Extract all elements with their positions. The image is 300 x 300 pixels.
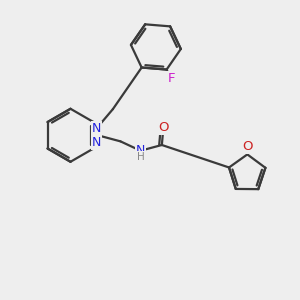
Text: N: N (136, 144, 145, 157)
Text: N: N (92, 136, 101, 149)
Text: N: N (92, 122, 101, 135)
Text: O: O (158, 121, 169, 134)
Text: F: F (167, 72, 175, 86)
Text: H: H (136, 152, 144, 162)
Text: O: O (242, 140, 253, 153)
